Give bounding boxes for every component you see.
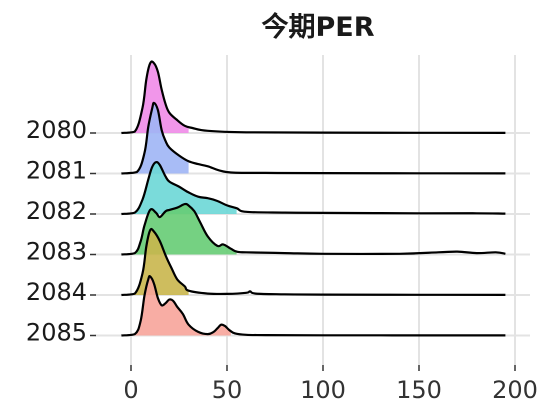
ridge-outline-2080 <box>121 60 506 135</box>
ridge-2084 <box>121 227 506 297</box>
x-tick-label: 150 <box>396 376 442 404</box>
x-tick-label: 200 <box>492 376 538 404</box>
x-tick-labels: 0 50 100 150 200 <box>123 365 538 404</box>
ridge-outline-2084 <box>121 227 506 297</box>
ridge-outline-2082 <box>121 160 506 216</box>
chart-title: 今期PER <box>261 11 374 43</box>
ridge-series <box>121 60 506 337</box>
y-tick-label: 2080 <box>26 116 87 144</box>
y-tick-label: 2082 <box>26 197 87 225</box>
ridge-2082 <box>121 160 506 216</box>
x-tick-label: 100 <box>300 376 346 404</box>
ridge-fill-2080 <box>121 61 189 133</box>
ridge-fill-2084 <box>121 228 189 295</box>
ridge-2083 <box>121 202 506 256</box>
y-tick-label: 2085 <box>26 319 87 347</box>
y-tick-label: 2081 <box>26 157 87 185</box>
ridge-2081 <box>121 101 506 175</box>
ridge-2085 <box>121 275 506 337</box>
y-tick-label: 2084 <box>26 278 87 306</box>
x-tick-label: 0 <box>123 376 138 404</box>
ridge-fill-2081 <box>121 102 189 174</box>
ridge-outline-2085 <box>121 275 506 337</box>
ridge-fill-2083 <box>121 203 237 255</box>
ridge-2080 <box>121 60 506 135</box>
ridge-outline-2081 <box>121 101 506 175</box>
ridge-outline-2083 <box>121 202 506 256</box>
x-tick-label: 50 <box>212 376 243 404</box>
y-tick-label: 2083 <box>26 238 87 266</box>
y-tick-labels: 2080 2081 2082 2083 2084 2085 <box>26 116 96 347</box>
